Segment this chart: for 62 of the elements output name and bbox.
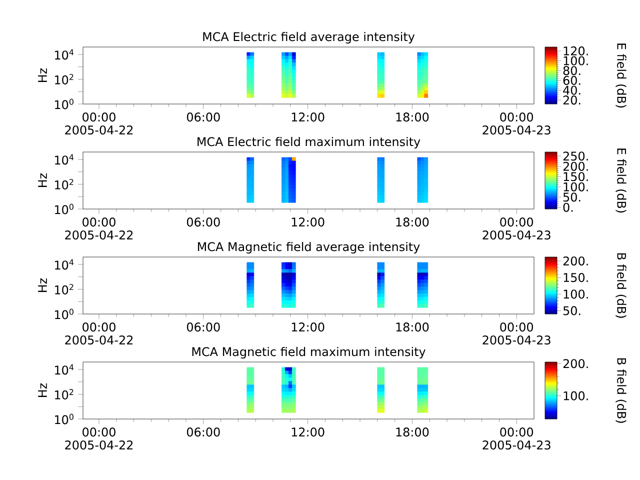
color-bar-title: E field (dB) bbox=[616, 44, 626, 108]
color-bar-label: 100. bbox=[564, 391, 588, 400]
x-tick-label: 18:00 bbox=[396, 218, 429, 227]
color-bar-label: 100. bbox=[564, 56, 588, 66]
y-tick-label: 10$^{4}$ bbox=[55, 49, 74, 60]
x-tick-label: 06:00 bbox=[186, 112, 220, 122]
color-bar-label: 250. bbox=[563, 152, 588, 161]
x-tick-label: 06:00 bbox=[186, 428, 220, 437]
y-axis-title: Hz bbox=[38, 68, 47, 82]
color-bar-label: 50. bbox=[563, 306, 580, 316]
color-bar-label: 200. bbox=[563, 359, 588, 368]
x-tick-label: 00:00 2005-04-22 bbox=[65, 322, 133, 345]
y-tick-label: 10$^{4}$ bbox=[55, 154, 74, 165]
color-bar-label: 20. bbox=[563, 96, 580, 105]
x-tick-label: 12:00 bbox=[292, 112, 324, 122]
color-bar-label: 100. bbox=[564, 290, 588, 299]
color-bar-label: 120. bbox=[564, 46, 588, 56]
y-tick-label: 10$^{0}$ bbox=[55, 414, 74, 424]
chart-title: MCA Magnetic field average intensity bbox=[198, 242, 420, 254]
color-bar-label: 150. bbox=[564, 172, 588, 182]
x-tick-label: 00:00 2005-04-23 bbox=[482, 428, 550, 450]
color-bar-label: 60. bbox=[563, 76, 580, 85]
x-tick-label: 06:00 bbox=[186, 322, 220, 332]
color-bar-title: B field (dB) bbox=[616, 253, 626, 318]
x-tick-label: 00:00 2005-04-22 bbox=[65, 112, 133, 135]
color-bar-label: 40. bbox=[563, 86, 580, 95]
y-axis-title: Hz bbox=[38, 278, 47, 292]
x-tick-label: 00:00 2005-04-23 bbox=[482, 322, 550, 345]
color-bar-label: 200. bbox=[563, 256, 588, 266]
x-tick-label: 00:00 2005-04-23 bbox=[482, 112, 550, 135]
chart-title: MCA Electric field average intensity bbox=[203, 32, 415, 44]
y-tick-label: 10$^{0}$ bbox=[55, 308, 74, 320]
x-tick-label: 18:00 bbox=[396, 112, 429, 122]
color-bar-title: E field (dB) bbox=[616, 148, 626, 213]
chart-title: MCA Electric field maximum intensity bbox=[198, 136, 420, 148]
x-tick-label: 12:00 bbox=[292, 322, 324, 332]
color-bar-label: 0. bbox=[563, 202, 573, 212]
color-bar-label: 100. bbox=[564, 182, 588, 192]
y-tick-label: 10$^{2}$ bbox=[55, 74, 74, 84]
x-tick-label: 00:00 2005-04-22 bbox=[65, 428, 133, 450]
y-tick-label: 10$^{0}$ bbox=[55, 204, 74, 214]
y-axis-title: Hz bbox=[38, 383, 47, 397]
y-tick-label: 10$^{2}$ bbox=[55, 389, 74, 400]
color-bar-label: 50. bbox=[563, 192, 580, 202]
color-bar-label: 150. bbox=[564, 273, 588, 282]
y-tick-label: 10$^{4}$ bbox=[55, 259, 74, 270]
color-bar-label: 80. bbox=[563, 66, 580, 76]
color-bar-label: 200. bbox=[563, 162, 588, 171]
color-bar-title: B field (dB) bbox=[616, 358, 626, 423]
y-tick-label: 10$^{0}$ bbox=[55, 98, 74, 110]
x-tick-label: 18:00 bbox=[396, 322, 429, 332]
x-tick-label: 00:00 2005-04-23 bbox=[482, 218, 550, 240]
x-tick-label: 06:00 bbox=[186, 218, 220, 227]
x-tick-label: 12:00 bbox=[292, 428, 324, 437]
y-axis-title: Hz bbox=[38, 173, 47, 187]
x-tick-label: 18:00 bbox=[396, 428, 429, 437]
y-tick-label: 10$^{2}$ bbox=[55, 179, 74, 190]
chart-title: MCA Magnetic field maximum intensity bbox=[192, 346, 426, 359]
x-tick-label: 00:00 2005-04-22 bbox=[65, 218, 133, 240]
x-tick-label: 12:00 bbox=[292, 218, 324, 227]
y-tick-label: 10$^{4}$ bbox=[55, 364, 74, 375]
y-tick-label: 10$^{2}$ bbox=[55, 284, 74, 294]
